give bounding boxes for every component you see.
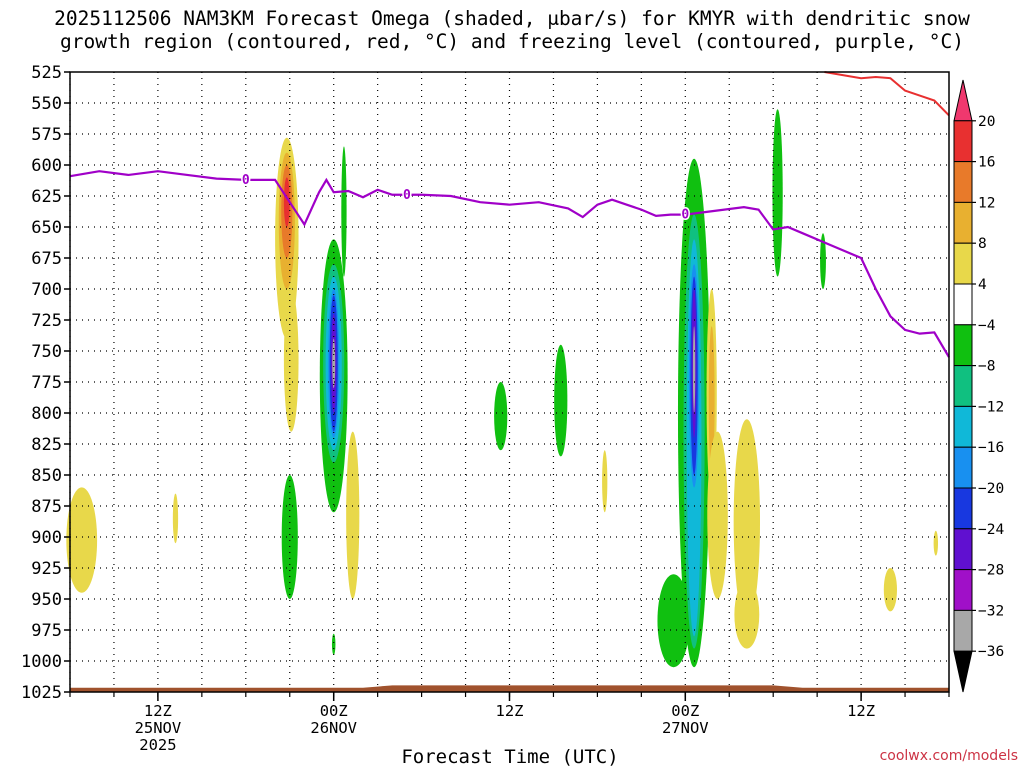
omega-upward-cell-3 <box>172 493 179 544</box>
omega-upward-cell-9 <box>883 568 897 612</box>
colorbar-arrow-top <box>953 79 973 122</box>
y-tick-label: 650 <box>31 218 62 238</box>
omega-upward-cell-1-tail <box>283 289 299 432</box>
freezing-level-label: 0 <box>681 208 689 223</box>
y-tick-label: 925 <box>31 559 62 579</box>
colorbar-label: 20 <box>978 114 995 130</box>
chart-title-line1: 2025112506 NAM3KM Forecast Omega (shaded… <box>54 7 970 30</box>
y-tick-label: 875 <box>31 497 62 517</box>
x-tick-label: 2025 <box>139 736 176 754</box>
y-tick-label: 825 <box>31 435 62 455</box>
colorbar-label: −32 <box>978 603 1004 619</box>
x-tick-label: 00Z <box>320 702 348 720</box>
x-axis-title: Forecast Time (UTC) <box>401 746 619 768</box>
plot-frame <box>69 71 950 693</box>
x-tick-label: 00Z <box>671 702 699 720</box>
freezing-level-label: 0 <box>403 188 411 203</box>
omega-downward-dot-1 <box>331 633 336 655</box>
colorbar-label: −4 <box>978 318 996 334</box>
y-tick-label: 1000 <box>21 652 62 672</box>
colorbar-box <box>953 283 973 326</box>
omega-upward-cell-2 <box>346 431 360 599</box>
omega-upward-cell-5 <box>602 450 608 513</box>
dendritic-zone-line <box>824 71 950 117</box>
colorbar-box <box>953 446 973 489</box>
colorbar-box <box>953 528 973 571</box>
colorbar-box <box>953 405 973 448</box>
y-tick-label: 750 <box>31 342 62 362</box>
chart-title-line2: growth region (contoured, red, °C) and f… <box>60 30 964 53</box>
omega-upward-cell-1-16 <box>283 177 290 227</box>
y-tick-label: 800 <box>31 404 62 424</box>
omega-downward-cell-4 <box>772 109 783 277</box>
colorbar-box <box>953 120 973 163</box>
omega-downward-col-2-base <box>657 574 690 668</box>
y-tick-label: 675 <box>31 249 62 269</box>
colorbar-label: −16 <box>978 440 1004 456</box>
omega-upward-cell-4 <box>66 487 98 593</box>
omega-upward-cell-8-base <box>734 580 760 649</box>
freezing-level-label: 0 <box>242 173 250 188</box>
x-tick-label: 12Z <box>847 702 875 720</box>
y-tick-label: 1025 <box>21 683 62 703</box>
y-tick-label: 525 <box>31 63 62 83</box>
colorbar-label: −28 <box>978 563 1004 579</box>
colorbar-label: −36 <box>978 644 1004 660</box>
credit-link[interactable]: coolwx.com/models <box>879 748 1018 764</box>
omega-downward-thin-1 <box>341 146 347 277</box>
colorbar-label: 4 <box>978 277 987 293</box>
colorbar-box <box>953 201 973 244</box>
colorbar-label: −8 <box>978 359 995 375</box>
x-tick-label: 25NOV <box>135 719 182 737</box>
x-tick-label: 26NOV <box>310 719 357 737</box>
y-tick-label: 975 <box>31 621 62 641</box>
terrain-fill <box>70 685 949 692</box>
y-tick-label: 700 <box>31 280 62 300</box>
colorbar-label: −20 <box>978 481 1004 497</box>
omega-downward-col-2-36 <box>692 326 696 413</box>
freezing-level-line <box>69 170 950 358</box>
x-tick-label: 12Z <box>496 702 524 720</box>
axes: 525 550 575 600 625 650 675 700 725 750 775 800 825 8… <box>21 63 950 754</box>
colorbar-box <box>953 569 973 611</box>
y-tick-label: 850 <box>31 466 62 486</box>
omega-downward-col-1-36 <box>332 338 336 389</box>
colorbar-box <box>953 365 973 407</box>
contours: 0 0 0 <box>69 71 950 358</box>
omega-upward-cell-6-8 <box>708 326 715 475</box>
y-tick-label: 725 <box>31 311 62 331</box>
colorbar-label: 16 <box>978 155 995 171</box>
grid <box>69 72 949 692</box>
omega-upward-cell-8 <box>733 419 761 624</box>
colorbar-box <box>953 324 973 367</box>
y-tick-label: 600 <box>31 156 62 176</box>
omega-upward-cell-7 <box>707 431 728 599</box>
colorbar-box <box>953 242 973 285</box>
colorbar-box <box>953 609 973 652</box>
colorbar-label: −12 <box>978 399 1004 415</box>
y-tick-label: 900 <box>31 528 62 548</box>
omega-downward-cell-2 <box>494 382 508 451</box>
colorbar-label: 12 <box>978 195 995 211</box>
omega-downward-small-1 <box>281 475 298 599</box>
y-tick-label: 950 <box>31 590 62 610</box>
colorbar-box <box>953 487 973 530</box>
y-tick-label: 775 <box>31 373 62 393</box>
y-tick-label: 625 <box>31 187 62 207</box>
x-tick-label: 27NOV <box>662 719 709 737</box>
colorbar-box <box>953 161 973 203</box>
omega-upward-cell-10 <box>933 530 939 556</box>
colorbar-arrow-bottom <box>953 650 973 693</box>
x-tick-label: 12Z <box>144 702 172 720</box>
terrain-surface <box>70 685 949 692</box>
colorbar: 20 16 12 8 4 −4 −8 −12 −16 −20 −24 −28 −32 −36 <box>953 79 1004 693</box>
y-tick-label: 575 <box>31 125 62 145</box>
omega-downward-cell-3 <box>554 344 568 457</box>
omega-downward-cell-5 <box>820 233 826 289</box>
colorbar-label: −24 <box>978 522 1004 538</box>
colorbar-label: 8 <box>978 236 987 252</box>
y-tick-label: 550 <box>31 94 62 114</box>
omega-shading <box>66 109 939 668</box>
